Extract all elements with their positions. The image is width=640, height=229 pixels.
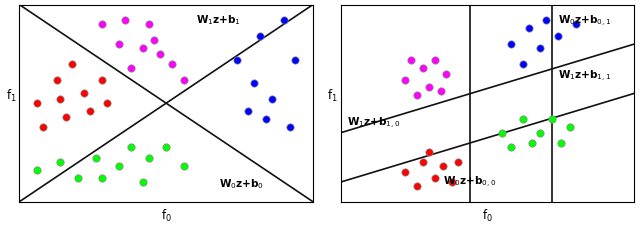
Point <box>255 35 266 39</box>
Point <box>518 63 528 66</box>
Point <box>249 82 259 86</box>
Point <box>114 165 124 168</box>
Point <box>126 145 136 149</box>
Point <box>524 27 534 31</box>
Point <box>261 118 271 121</box>
Point <box>556 141 566 145</box>
Point <box>138 47 148 51</box>
Text: W$_0$z+b$_0$: W$_0$z+b$_0$ <box>219 176 264 190</box>
Text: W$_1$z+b$_1$: W$_1$z+b$_1$ <box>196 13 240 27</box>
Point <box>67 63 77 66</box>
Point <box>143 23 154 27</box>
Point <box>418 161 428 164</box>
Point <box>527 141 537 145</box>
Point <box>161 145 172 149</box>
Point <box>284 125 294 129</box>
Point <box>179 78 189 82</box>
Point <box>143 157 154 161</box>
Point <box>84 110 95 113</box>
Y-axis label: f$_1$: f$_1$ <box>6 88 16 104</box>
Point <box>435 90 445 94</box>
Text: W$_1$z+b$_{1,0}$: W$_1$z+b$_{1,0}$ <box>346 116 400 131</box>
Point <box>424 151 434 155</box>
Point <box>571 23 581 27</box>
Text: W$_0$z+b$_{0,0}$: W$_0$z+b$_{0,0}$ <box>444 174 497 189</box>
X-axis label: f$_0$: f$_0$ <box>161 207 172 224</box>
Point <box>55 98 65 102</box>
Point <box>506 43 516 47</box>
Point <box>453 161 463 164</box>
Point <box>406 59 416 62</box>
Point <box>52 78 63 82</box>
Point <box>79 92 89 96</box>
Point <box>73 177 83 180</box>
Point <box>547 118 557 121</box>
Point <box>32 102 42 106</box>
Point <box>506 145 516 149</box>
Point <box>553 35 563 39</box>
Text: W$_1$z+b$_{1,1}$: W$_1$z+b$_{1,1}$ <box>558 68 611 83</box>
Point <box>429 177 440 180</box>
Point <box>424 86 434 90</box>
Point <box>97 78 107 82</box>
Point <box>278 19 289 23</box>
Point <box>518 118 528 121</box>
Point <box>541 19 552 23</box>
Y-axis label: f$_1$: f$_1$ <box>327 88 338 104</box>
Point <box>102 102 113 106</box>
Point <box>497 131 508 135</box>
Point <box>155 53 165 57</box>
Point <box>179 165 189 168</box>
Point <box>535 47 545 51</box>
Point <box>447 180 458 184</box>
Point <box>400 171 410 174</box>
Point <box>442 72 452 76</box>
Point <box>429 59 440 62</box>
Point <box>291 59 301 62</box>
Point <box>412 94 422 98</box>
Point <box>535 131 545 135</box>
Text: W$_0$z+b$_{0,1}$: W$_0$z+b$_{0,1}$ <box>558 13 611 28</box>
Point <box>418 67 428 70</box>
Point <box>126 67 136 70</box>
Point <box>138 180 148 184</box>
Point <box>149 39 159 43</box>
Point <box>438 165 449 168</box>
Point <box>243 110 253 113</box>
Point <box>61 116 72 119</box>
Point <box>267 98 277 102</box>
Point <box>97 177 107 180</box>
Point <box>232 59 242 62</box>
Point <box>564 125 575 129</box>
Point <box>412 184 422 188</box>
Point <box>400 78 410 82</box>
Point <box>90 157 100 161</box>
Point <box>32 169 42 172</box>
Point <box>38 125 48 129</box>
Point <box>114 43 124 47</box>
Point <box>120 19 130 23</box>
Point <box>167 63 177 66</box>
Point <box>55 161 65 164</box>
Point <box>97 23 107 27</box>
X-axis label: f$_0$: f$_0$ <box>482 207 493 224</box>
